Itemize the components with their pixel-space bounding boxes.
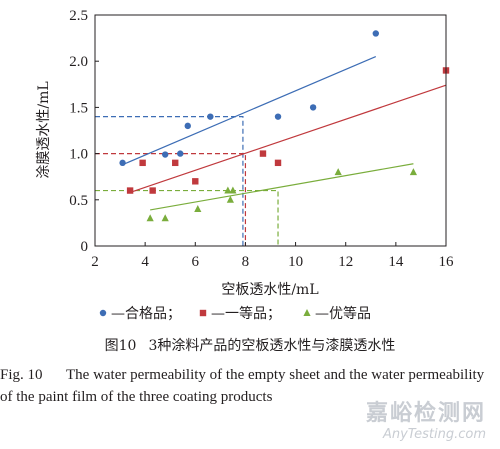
fit-line-1 [129, 84, 447, 193]
legend-marker-1 [199, 309, 207, 317]
data-point-series-0 [309, 104, 317, 111]
data-point-series-1 [126, 187, 134, 194]
reference-line-0 [95, 116, 244, 246]
legend-marker-0 [99, 309, 107, 317]
y-tick-label: 0 [81, 239, 89, 255]
watermark: 嘉峪检测网 AnyTesting.com [366, 395, 486, 442]
x-tick-label: 12 [338, 254, 353, 270]
data-point-series-2 [224, 186, 232, 194]
watermark-brand: 嘉峪检测网 [365, 401, 486, 426]
legend: —合格品； —一等品； —优等品 [99, 305, 371, 322]
data-point-series-0 [162, 151, 169, 158]
x-tick-label: 14 [388, 254, 404, 270]
data-point-series-2 [226, 195, 234, 203]
x-tick-label: 8 [242, 254, 250, 270]
caption-chinese: 图10 3种涂料产品的空板透水性与漆膜透水性 [0, 335, 500, 355]
x-axis-title: 空板透水性/mL [221, 282, 318, 298]
fit-line-0 [122, 56, 377, 166]
reference-lines [95, 116, 279, 246]
fit-lines [122, 56, 447, 211]
data-point-series-1 [172, 159, 179, 167]
data-point-series-1 [139, 159, 146, 167]
data-point-series-2 [194, 205, 202, 213]
data-point-series-2 [409, 168, 418, 176]
x-tick-label: 10 [288, 254, 303, 270]
y-tick-label: 1.5 [69, 100, 88, 116]
data-point-series-0 [372, 30, 379, 37]
legend-label-2: —优等品 [315, 305, 371, 322]
data-point-series-1 [274, 159, 282, 167]
y-tick-label: 2.0 [69, 54, 88, 70]
data-point-series-2 [146, 214, 154, 222]
y-axis-title: 涂膜透水性/mL [36, 81, 52, 178]
legend-marker-2 [303, 309, 311, 316]
data-point-series-0 [184, 122, 191, 130]
data-point-series-0 [119, 159, 126, 167]
data-point-series-1 [192, 178, 199, 185]
data-point-series-1 [259, 150, 267, 157]
y-tick-label: 0.5 [69, 193, 88, 209]
data-markers [119, 30, 450, 222]
data-point-series-0 [207, 113, 214, 120]
legend-label-0: —合格品； [111, 306, 181, 322]
caption-en-number: Fig. 10 [0, 367, 43, 383]
caption-english: Fig. 10 The water permeability of the emp… [0, 364, 500, 408]
data-point-series-1 [149, 187, 156, 194]
x-tick-label: 2 [91, 254, 99, 270]
legend-label-1: —一等品； [211, 305, 281, 322]
reference-line-2 [95, 189, 279, 246]
fit-line-2 [150, 163, 414, 211]
data-point-series-2 [334, 168, 342, 176]
data-point-series-2 [161, 214, 169, 222]
reference-line-1 [95, 153, 247, 246]
y-tick-label: 1.0 [69, 147, 88, 163]
data-point-series-0 [177, 150, 184, 157]
y-tick-label: 2.5 [69, 8, 88, 24]
scatter-chart: 2 4 6 8 10 12 14 16 0 0.5 1.0 1.5 2.0 2.5 空板透水性/mL 涂膜… [36, 8, 454, 322]
axis-ticks: 2 4 6 8 10 12 14 16 0 0.5 1.0 1.5 2.0 2.5 [69, 8, 454, 270]
caption-zh-number: 图10 [104, 338, 137, 354]
x-tick-label: 6 [192, 254, 200, 270]
data-point-series-2 [229, 186, 237, 194]
data-point-series-0 [274, 113, 282, 120]
plot-frame [94, 14, 447, 247]
x-tick-label: 4 [141, 254, 149, 270]
x-tick-label: 16 [439, 254, 455, 270]
watermark-site: AnyTesting.com [382, 427, 486, 442]
caption-en-text: The water permeability of the empty shee… [0, 367, 485, 405]
caption-zh-text: 3种涂料产品的空板透水性与漆膜透水性 [148, 338, 396, 354]
